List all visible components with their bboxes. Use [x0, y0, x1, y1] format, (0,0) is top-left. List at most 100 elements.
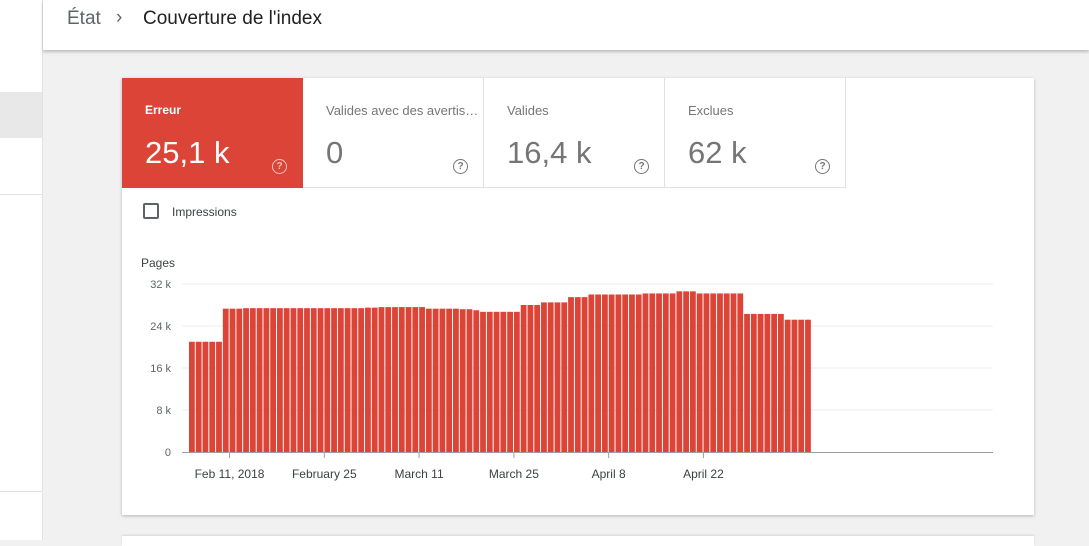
- bar[interactable]: [588, 294, 595, 453]
- bar[interactable]: [601, 294, 608, 453]
- bar[interactable]: [412, 307, 419, 452]
- bar[interactable]: [784, 319, 791, 452]
- bar[interactable]: [398, 307, 405, 452]
- bar[interactable]: [453, 308, 459, 452]
- bar[interactable]: [730, 293, 737, 452]
- bar[interactable]: [581, 297, 588, 453]
- bar[interactable]: [777, 313, 784, 452]
- bar[interactable]: [263, 308, 270, 452]
- bar[interactable]: [662, 293, 669, 452]
- bar[interactable]: [683, 291, 690, 452]
- bar[interactable]: [277, 308, 283, 452]
- tile-exclues[interactable]: Exclues 62 k ?: [665, 78, 846, 188]
- bar[interactable]: [385, 307, 392, 452]
- bar[interactable]: [392, 307, 398, 452]
- bar[interactable]: [500, 311, 507, 452]
- bar[interactable]: [750, 313, 757, 452]
- bar[interactable]: [757, 313, 764, 452]
- bar[interactable]: [189, 341, 195, 452]
- bar[interactable]: [405, 307, 412, 452]
- bar[interactable]: [656, 293, 662, 452]
- help-icon[interactable]: ?: [272, 159, 287, 174]
- bar[interactable]: [459, 309, 466, 452]
- bar[interactable]: [507, 311, 513, 452]
- help-icon[interactable]: ?: [815, 159, 830, 174]
- breadcrumb-root-link[interactable]: État: [67, 8, 101, 29]
- bar[interactable]: [574, 297, 581, 453]
- bar[interactable]: [642, 293, 649, 452]
- bar[interactable]: [805, 319, 811, 452]
- bar[interactable]: [696, 293, 703, 452]
- bar[interactable]: [541, 302, 547, 453]
- bar[interactable]: [547, 302, 554, 453]
- bar[interactable]: [561, 302, 568, 453]
- bar[interactable]: [723, 293, 730, 452]
- tile-valides[interactable]: Valides 16,4 k ?: [484, 78, 665, 188]
- impressions-checkbox[interactable]: [143, 203, 159, 219]
- bar[interactable]: [737, 293, 744, 452]
- bar[interactable]: [236, 308, 243, 452]
- bar[interactable]: [249, 308, 256, 452]
- bar[interactable]: [317, 308, 324, 452]
- bar[interactable]: [486, 311, 493, 452]
- bar[interactable]: [791, 319, 798, 452]
- bar[interactable]: [771, 313, 778, 452]
- bar[interactable]: [513, 311, 520, 452]
- bar[interactable]: [568, 297, 574, 453]
- bar[interactable]: [337, 308, 344, 452]
- nav-item-active[interactable]: [0, 92, 42, 138]
- bar[interactable]: [554, 302, 561, 453]
- bar[interactable]: [473, 310, 480, 452]
- bar[interactable]: [717, 293, 723, 452]
- bar[interactable]: [270, 308, 277, 452]
- bar[interactable]: [520, 305, 527, 452]
- bar[interactable]: [371, 307, 378, 453]
- bar[interactable]: [310, 308, 317, 452]
- bar[interactable]: [493, 311, 500, 452]
- bar[interactable]: [378, 307, 385, 452]
- bar[interactable]: [209, 341, 216, 452]
- bar[interactable]: [744, 313, 750, 452]
- bar[interactable]: [351, 308, 358, 452]
- bar[interactable]: [649, 293, 656, 452]
- bar[interactable]: [216, 341, 222, 452]
- bar[interactable]: [615, 294, 622, 453]
- bar[interactable]: [466, 309, 473, 452]
- bar[interactable]: [480, 311, 486, 452]
- bar[interactable]: [419, 307, 425, 452]
- bar[interactable]: [635, 294, 642, 453]
- bar[interactable]: [439, 308, 446, 452]
- bar[interactable]: [534, 305, 541, 452]
- help-icon[interactable]: ?: [634, 159, 649, 174]
- bar[interactable]: [608, 294, 615, 453]
- bar[interactable]: [689, 291, 696, 452]
- bar[interactable]: [222, 308, 229, 452]
- bar[interactable]: [798, 319, 805, 452]
- bar[interactable]: [446, 308, 453, 452]
- bar[interactable]: [365, 307, 371, 453]
- bar[interactable]: [243, 308, 249, 452]
- tile-erreur[interactable]: Erreur 25,1 k ?: [122, 78, 303, 188]
- bar[interactable]: [710, 293, 717, 452]
- help-icon[interactable]: ?: [453, 159, 468, 174]
- bar[interactable]: [595, 294, 601, 453]
- bar[interactable]: [256, 308, 263, 452]
- bar[interactable]: [358, 308, 365, 452]
- bar[interactable]: [324, 308, 331, 452]
- bar[interactable]: [229, 308, 236, 452]
- bar[interactable]: [425, 308, 432, 452]
- bar[interactable]: [527, 305, 534, 452]
- tile-valides-avertissements[interactable]: Valides avec des avertis… 0 ?: [303, 78, 484, 188]
- bar[interactable]: [195, 341, 202, 452]
- bar[interactable]: [344, 308, 351, 452]
- bar[interactable]: [283, 308, 290, 452]
- bar[interactable]: [622, 294, 629, 453]
- bar[interactable]: [669, 293, 676, 452]
- bar[interactable]: [629, 294, 635, 453]
- bar[interactable]: [304, 308, 310, 452]
- bar[interactable]: [202, 341, 209, 452]
- bar[interactable]: [676, 291, 683, 452]
- bar[interactable]: [432, 308, 439, 452]
- bar[interactable]: [290, 308, 297, 452]
- bar[interactable]: [703, 293, 710, 452]
